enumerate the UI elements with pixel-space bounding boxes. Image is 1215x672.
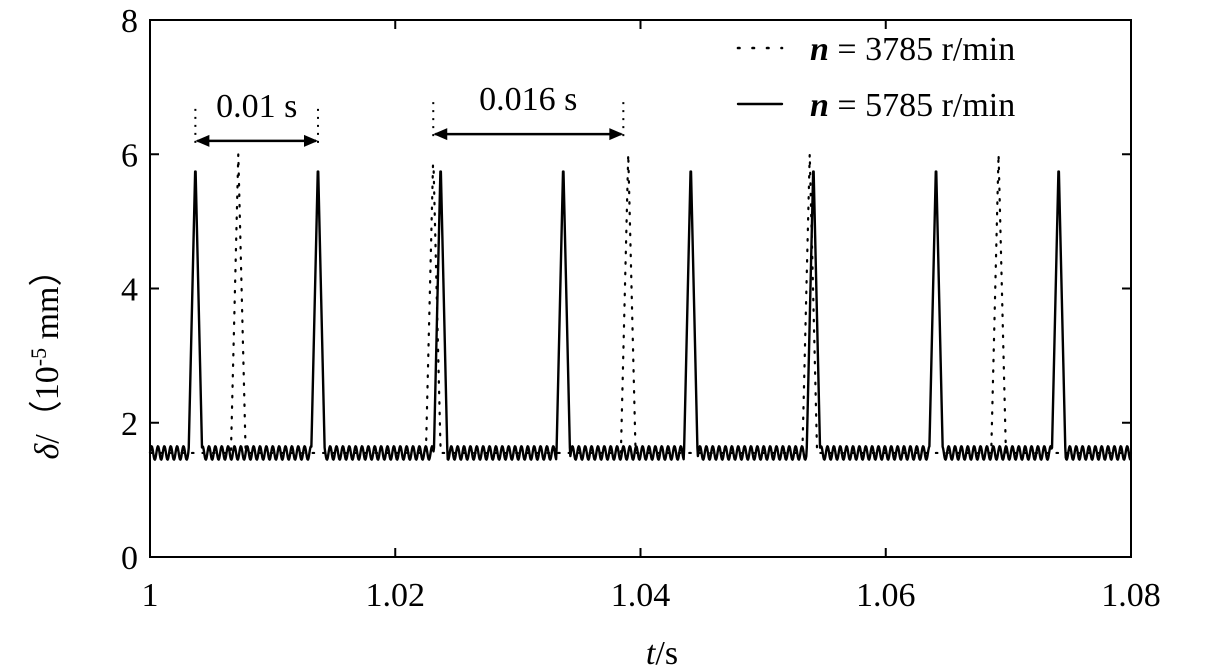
series-n5785	[148, 170, 1133, 461]
y-tick-label: 8	[121, 3, 138, 40]
series-n3785	[148, 153, 1133, 455]
x-tick-label: 1	[142, 577, 159, 614]
legend-label: n = 5785 r/min	[810, 87, 1015, 124]
x-tick-label: 1.08	[1101, 577, 1161, 614]
y-axis-open: （	[28, 400, 66, 434]
y-tick-label: 2	[121, 406, 138, 443]
legend: n = 3785 r/min n = 5785 r/min	[736, 31, 1015, 124]
y-axis-exp: -5	[26, 348, 51, 366]
y-axis-var: δ	[29, 443, 66, 460]
y-axis-sep: /	[29, 434, 66, 444]
series-n5785-line	[148, 170, 1133, 461]
annotation-arrowhead-left	[433, 128, 448, 141]
x-axis-label: t/s	[646, 635, 678, 672]
y-axis-label: δ/（10-5 mm）	[26, 253, 66, 460]
annotation-label: 0.01 s	[216, 88, 297, 125]
legend-entry-0: n = 3785 r/min	[736, 31, 1015, 68]
y-tick-label: 4	[121, 272, 138, 309]
annotation-arrowhead-left	[195, 134, 210, 147]
x-tick-label: 1.06	[856, 577, 916, 614]
interval-annotation-1: 0.016 s	[432, 81, 625, 143]
y-axis-unit: mm	[29, 287, 66, 348]
x-axis-unit: /s	[655, 635, 678, 672]
y-axis-close: ）	[28, 253, 66, 287]
plot-area	[148, 153, 1133, 461]
annotation-arrowhead-right	[609, 128, 624, 141]
series-n3785-line	[148, 153, 1133, 455]
legend-label: n = 3785 r/min	[810, 31, 1015, 68]
annotations: 0.01 s 0.016 s	[194, 81, 625, 149]
y-tick-label: 0	[121, 540, 138, 577]
x-axis-var: t	[646, 635, 657, 672]
y-tick-label: 6	[121, 137, 138, 174]
legend-entry-1: n = 5785 r/min	[736, 87, 1015, 124]
x-tick-label: 1.02	[366, 577, 426, 614]
axes: 1 1.02 1.04 1.06 1.08 0 2 4 6 8	[121, 3, 1161, 614]
annotation-arrowhead-right	[303, 134, 318, 147]
x-tick-label: 1.04	[611, 577, 671, 614]
annotation-label: 0.016 s	[479, 81, 577, 118]
y-axis-num: 10	[29, 366, 66, 400]
interval-annotation-0: 0.01 s	[194, 88, 319, 149]
